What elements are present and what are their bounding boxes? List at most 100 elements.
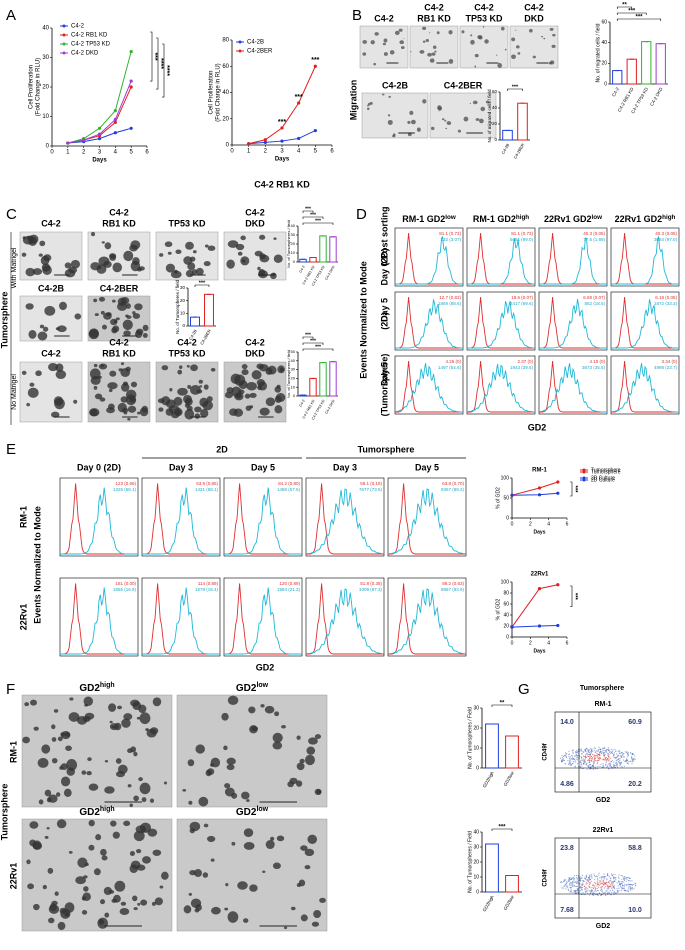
- label: RM-1: [594, 701, 611, 708]
- event: [568, 877, 570, 879]
- cell: [48, 917, 55, 924]
- event: [607, 747, 610, 749]
- event: [612, 874, 614, 876]
- point: [556, 583, 560, 587]
- label-sup: high: [662, 214, 675, 221]
- event: [625, 760, 627, 762]
- stat-label: 1497 (54.6): [438, 365, 462, 370]
- cell: [108, 403, 115, 410]
- cell: [224, 783, 231, 789]
- event: [602, 764, 604, 766]
- event: [571, 749, 573, 752]
- cell: [207, 768, 215, 776]
- point: [313, 128, 317, 133]
- event: [604, 750, 607, 752]
- event: [624, 883, 626, 885]
- event: [589, 753, 591, 755]
- cell: [432, 45, 437, 49]
- event: [575, 877, 578, 879]
- event: [570, 888, 572, 890]
- x-tick-label: 0: [50, 150, 54, 156]
- cell: [272, 862, 281, 870]
- event: [625, 876, 627, 878]
- event: [600, 882, 602, 884]
- cell: [274, 395, 282, 403]
- event: [612, 885, 614, 887]
- y-tick-label: 100: [501, 475, 510, 481]
- label: DKD: [245, 218, 265, 228]
- event: [589, 878, 592, 880]
- histogram-sample: [395, 236, 463, 285]
- event: [627, 752, 629, 754]
- cell: [132, 311, 136, 315]
- cell: [419, 50, 425, 54]
- label: C4-2: [245, 207, 265, 217]
- cell: [73, 399, 78, 404]
- histogram-sample: [539, 299, 607, 349]
- cell: [496, 54, 498, 56]
- event: [574, 885, 576, 888]
- point: [97, 126, 102, 130]
- cell: [434, 50, 437, 53]
- cell: [307, 834, 318, 845]
- event: [565, 756, 568, 759]
- y-axis-label: % of GD2: [495, 598, 501, 620]
- event: [611, 752, 614, 755]
- y-tick-label: 60: [601, 19, 607, 25]
- cell: [192, 250, 197, 254]
- event: [597, 755, 599, 758]
- label: Day 3: [333, 462, 357, 472]
- event: [577, 890, 579, 892]
- event: [607, 892, 609, 894]
- cell: [226, 757, 236, 765]
- label: TP53 KD: [465, 13, 503, 23]
- event: [566, 880, 568, 882]
- event: [568, 756, 570, 758]
- cell: [151, 901, 156, 906]
- event: [612, 882, 614, 884]
- significance: ***: [315, 344, 321, 350]
- event: [617, 761, 619, 763]
- event: [595, 750, 598, 752]
- histogram-sample: [305, 488, 384, 555]
- event: [616, 889, 619, 892]
- event: [569, 760, 571, 763]
- event: [626, 759, 628, 761]
- label: C4-2: [374, 13, 394, 23]
- x-tick-label: C4-2 DKD: [649, 86, 664, 107]
- event: [626, 760, 628, 762]
- event: [617, 881, 620, 883]
- point: [510, 625, 514, 629]
- event: [611, 874, 613, 876]
- stat-label: 81.1 (0.73): [511, 231, 533, 236]
- micrograph: [87, 231, 151, 281]
- event: [605, 883, 607, 885]
- event: [598, 757, 600, 759]
- label-base: GD2: [236, 683, 257, 694]
- event: [603, 766, 605, 768]
- event: [630, 752, 632, 754]
- event: [583, 880, 585, 883]
- event: [623, 756, 625, 758]
- cell: [237, 251, 243, 256]
- label: RM-1 GD2low: [402, 214, 456, 225]
- event: [572, 749, 575, 751]
- cell: [43, 254, 52, 262]
- stat-label: 84.2 (0.80): [278, 481, 300, 486]
- label: C4-2: [109, 207, 129, 217]
- event: [604, 747, 606, 749]
- cell: [276, 835, 285, 842]
- event: [581, 750, 583, 752]
- x-tick-label: GD2high: [482, 770, 495, 788]
- event: [627, 753, 629, 755]
- event: [573, 884, 576, 887]
- event: [615, 750, 617, 752]
- label-base: 22Rv1 GD2: [544, 214, 592, 224]
- cell: [436, 31, 440, 35]
- cell: [227, 240, 239, 248]
- event: [572, 757, 574, 760]
- cell: [133, 830, 145, 842]
- event: [615, 760, 617, 762]
- event: [571, 884, 573, 886]
- cell: [240, 235, 246, 241]
